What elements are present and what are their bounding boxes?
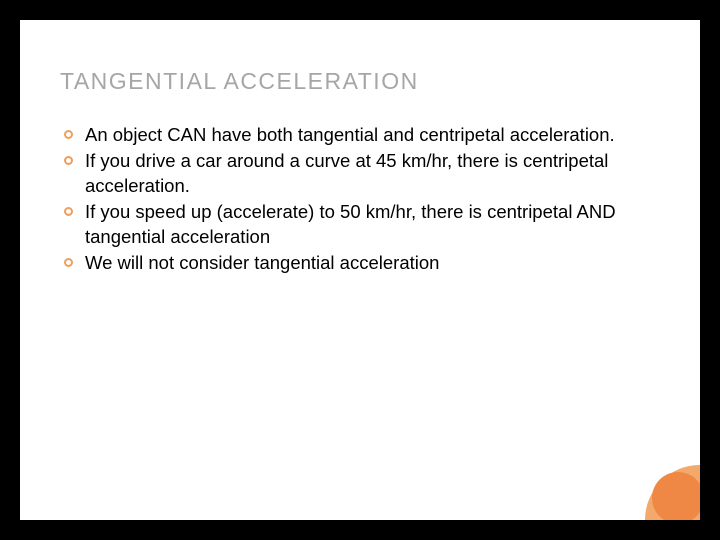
bullet-icon bbox=[64, 207, 73, 216]
bullet-list: An object CAN have both tangential and c… bbox=[60, 123, 660, 275]
bullet-icon bbox=[64, 156, 73, 165]
bullet-text: An object CAN have both tangential and c… bbox=[85, 123, 660, 147]
corner-decoration bbox=[620, 440, 700, 520]
list-item: An object CAN have both tangential and c… bbox=[60, 123, 660, 147]
slide-title: TANGENTIAL ACCELERATION bbox=[60, 68, 660, 95]
list-item: If you speed up (accelerate) to 50 km/hr… bbox=[60, 200, 660, 249]
bullet-icon bbox=[64, 258, 73, 267]
decoration-small-circle bbox=[652, 472, 700, 520]
list-item: If you drive a car around a curve at 45 … bbox=[60, 149, 660, 198]
bullet-icon bbox=[64, 130, 73, 139]
list-item: We will not consider tangential accelera… bbox=[60, 251, 660, 275]
bullet-text: We will not consider tangential accelera… bbox=[85, 251, 660, 275]
bullet-text: If you speed up (accelerate) to 50 km/hr… bbox=[85, 200, 660, 249]
slide: TANGENTIAL ACCELERATION An object CAN ha… bbox=[20, 20, 700, 520]
bullet-text: If you drive a car around a curve at 45 … bbox=[85, 149, 660, 198]
